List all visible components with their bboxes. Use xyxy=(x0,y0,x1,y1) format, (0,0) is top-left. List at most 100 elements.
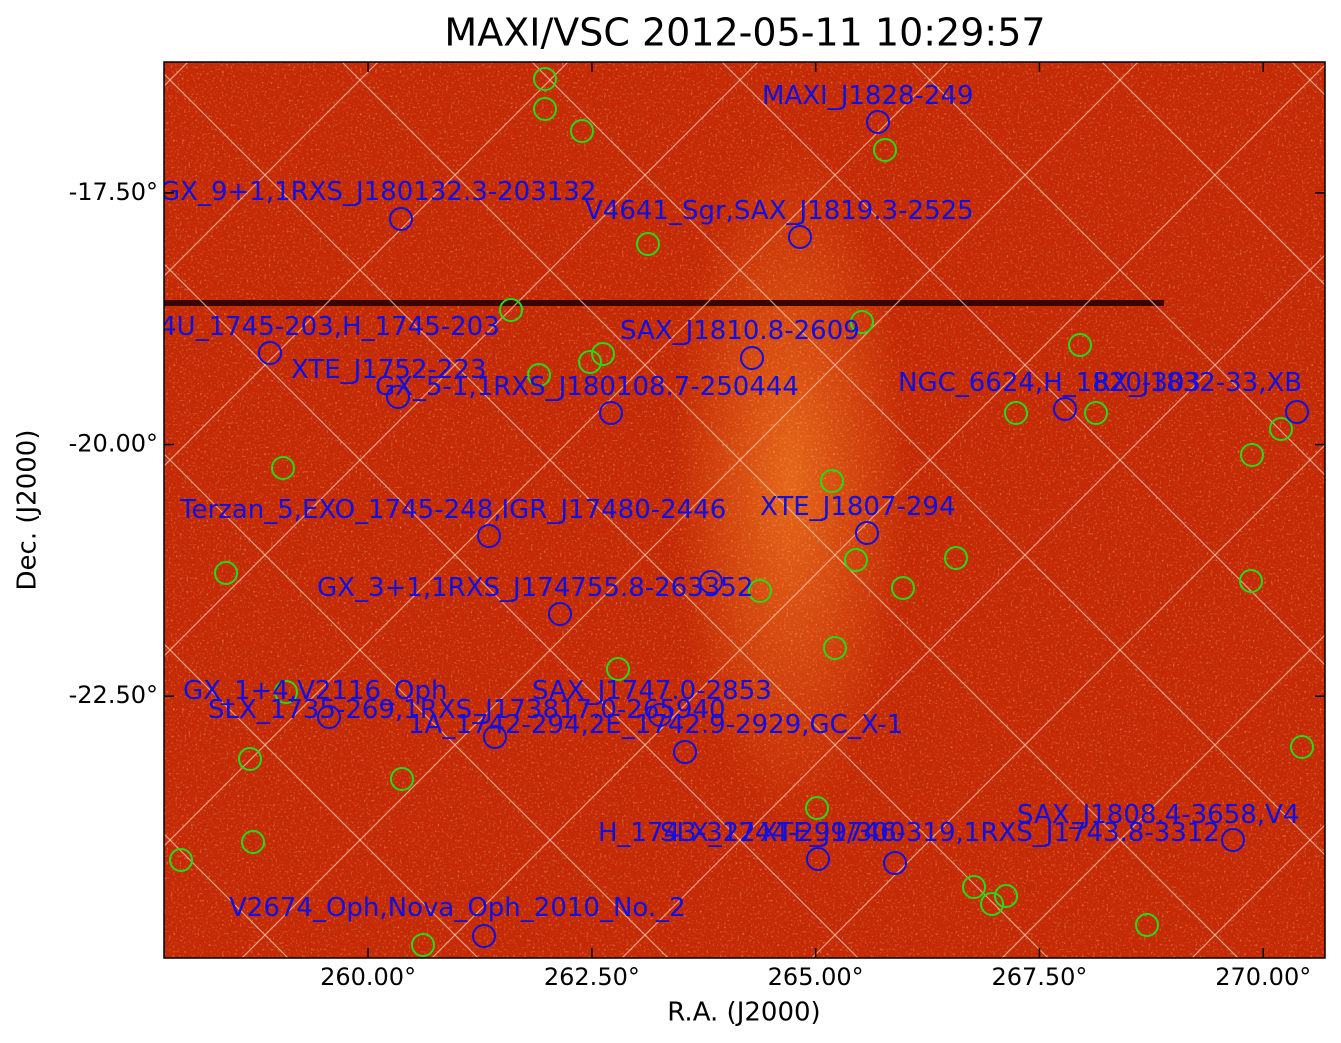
source-label: V4641_Sgr,SAX_J1819.3-2525 xyxy=(585,196,974,226)
grid-diag xyxy=(164,62,949,847)
grid-diag xyxy=(164,62,759,657)
catalog-circle xyxy=(499,298,523,322)
source-circle xyxy=(855,521,879,545)
grid-diag xyxy=(164,62,379,277)
catalog-circle xyxy=(891,576,915,600)
catalog-circle xyxy=(1084,401,1108,425)
y-tick-label: -22.50° xyxy=(69,681,158,709)
source-circle xyxy=(1221,828,1245,852)
grid-diag xyxy=(164,453,669,958)
catalog-circle xyxy=(850,310,874,334)
overlay: MAXI_J1828-249 GX_9+1,1RXS_J180132.3-2031… xyxy=(164,67,1314,957)
catalog-circle xyxy=(1068,333,1092,357)
source-label: XTE_J1807-294 xyxy=(760,492,956,522)
catalog-circle xyxy=(1004,401,1028,425)
catalog-circle xyxy=(1135,913,1159,937)
grid-diag xyxy=(241,62,1139,958)
catalog-circle xyxy=(274,680,298,704)
chart-title: MAXI/VSC 2012-05-11 10:29:57 xyxy=(444,11,1045,55)
source-label: SAX_J1808.4-3658,V4 xyxy=(1017,800,1299,830)
source-label: SAX_J1747.0-2853 xyxy=(532,676,772,706)
source-label: Terzan_5,EXO_1745-248,IGR_J17480-2446 xyxy=(179,495,726,525)
source-label: GX_5-1,1RXS_J180108.7-250444 xyxy=(375,372,799,402)
source-circle xyxy=(1285,400,1309,424)
source-label: SLX_1744-299/300 xyxy=(660,818,905,848)
y-tick-label: -20.00° xyxy=(69,430,158,458)
grid-diag xyxy=(1101,62,1325,286)
grid-diag xyxy=(164,263,859,958)
catalog-circle xyxy=(527,363,551,387)
catalog-circle xyxy=(994,884,1018,908)
source-circle xyxy=(258,341,282,365)
catalog-circle xyxy=(169,848,193,872)
x-axis-label: R.A. (J2000) xyxy=(667,998,820,1028)
grid-diag xyxy=(811,444,1325,958)
source-label: MAXI_J1828-249 xyxy=(762,81,974,111)
catalog-circle xyxy=(844,548,868,572)
source-label: SLX_1735-269,1RXS_J173817.0-265940 xyxy=(208,695,726,725)
source-circle xyxy=(740,346,764,370)
x-tick-label: 267.50° xyxy=(991,963,1087,991)
image: MAXI_J1828-249 GX_9+1,1RXS_J180132.3-2031… xyxy=(164,62,1325,958)
catalog-circle xyxy=(570,119,594,143)
coord-grid xyxy=(164,62,1325,958)
grid-diag xyxy=(164,62,569,467)
source-circle xyxy=(386,385,410,409)
source-label: RX_J1832-33,XB xyxy=(1093,368,1302,398)
grid-diag xyxy=(531,62,1325,856)
catalog-circle xyxy=(411,933,435,957)
y-axis-label: Dec. (J2000) xyxy=(13,430,43,591)
catalog-circle xyxy=(606,657,630,681)
catalog-circle xyxy=(944,546,968,570)
catalog-circle xyxy=(238,747,262,771)
catalog-circle xyxy=(591,342,615,366)
source-circle xyxy=(1053,397,1077,421)
source-circle xyxy=(472,924,496,948)
catalog-circle xyxy=(214,561,238,585)
catalog-circle xyxy=(533,97,557,121)
catalog-circle xyxy=(1239,569,1263,593)
source-circle xyxy=(673,740,697,764)
source-circle xyxy=(599,401,623,425)
catalog-circle xyxy=(873,138,897,162)
catalog-circle xyxy=(390,767,414,791)
source-label: H_1743-322 xyxy=(598,818,756,848)
catalog-circle xyxy=(820,469,844,493)
catalog-circle xyxy=(980,892,1004,916)
x-tick-label: 270.00° xyxy=(1215,963,1311,991)
catalog-circle xyxy=(1269,417,1293,441)
grid-diag xyxy=(164,643,479,958)
catalog-circle xyxy=(271,456,295,480)
source-circle xyxy=(317,705,341,729)
grid-diag xyxy=(911,62,1325,476)
source-circle xyxy=(477,524,501,548)
source-label: NGC_6624,H_1820-303 xyxy=(898,368,1201,398)
noise xyxy=(164,62,1325,958)
source-circle xyxy=(483,725,507,749)
source-circle xyxy=(699,570,723,594)
grid-diag xyxy=(164,73,1049,958)
x-tick-label: 262.50° xyxy=(544,963,640,991)
source-label: GX_3+1,1RXS_J174755.8-263352 xyxy=(317,573,753,603)
grid-diag xyxy=(341,62,1239,958)
dark-stripe xyxy=(164,300,1164,306)
catalog-circle xyxy=(748,579,772,603)
catalog-circle xyxy=(1290,735,1314,759)
x-tick-label: 265.00° xyxy=(768,963,864,991)
source-circle xyxy=(866,110,890,134)
source-label: 1A_1742-294,2E_1742.9-2929,GC_X-1 xyxy=(408,710,903,740)
source-circle xyxy=(883,851,907,875)
catalog-circle xyxy=(636,232,660,256)
catalog-circle xyxy=(533,67,557,91)
grid-diag xyxy=(431,64,1325,958)
grid-diag xyxy=(1001,634,1325,958)
x-tick-label: 260.00° xyxy=(320,963,416,991)
source-circle xyxy=(548,602,572,626)
y-tick-label: -17.50° xyxy=(69,178,158,206)
source-label: SAX_J1810.8-2609 xyxy=(620,316,860,346)
grid-diag xyxy=(721,62,1325,666)
source-label: GX_1+4,V2116_Oph xyxy=(183,676,448,706)
source-label: V2674_Oph,Nova_Oph_2010_No._2 xyxy=(229,893,686,923)
catalog-circle xyxy=(241,830,265,854)
